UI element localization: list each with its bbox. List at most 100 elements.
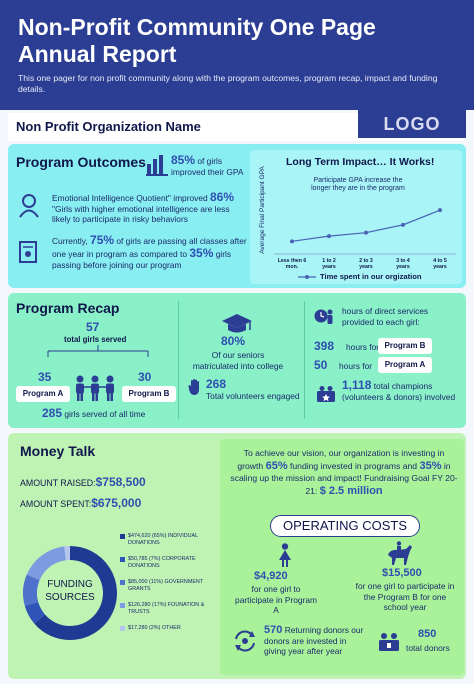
amount-spent-value: $675,000 xyxy=(91,496,142,510)
vision-line-3: scaling up the mission and impact! Fundr… xyxy=(230,473,458,483)
volunteers-value: 268 xyxy=(206,377,227,391)
total-donors-text: total donors xyxy=(406,643,450,653)
returning-donors-value: 570 xyxy=(264,624,283,636)
legend-swatch xyxy=(120,603,125,608)
gpa-stat-value: 85% xyxy=(171,153,196,167)
champions-value: 1,118 xyxy=(342,378,372,392)
legend-swatch xyxy=(298,275,316,279)
donut-slice xyxy=(23,574,40,606)
gpa-point xyxy=(290,239,294,244)
x-tick-label: 1 to 2 years xyxy=(322,258,336,270)
x-tick-label: 2 to 3 years xyxy=(359,258,373,270)
money-title: Money Talk xyxy=(20,443,96,459)
funding-donut-chart xyxy=(23,546,117,640)
program-a-value: 35 xyxy=(38,370,52,384)
chart-legend: Time spent in our orgization xyxy=(320,272,422,281)
college-text: Of our seniors matriculated into college xyxy=(192,350,284,371)
gpa-point xyxy=(364,230,368,235)
hours-a-label: hours for xyxy=(339,361,373,371)
logo-placeholder: LOGO xyxy=(358,110,466,138)
vision-box: To achieve our vision, our organization … xyxy=(220,439,464,675)
all-time-label: girls served of all time xyxy=(64,409,146,419)
college-value: 80% xyxy=(221,334,246,348)
cost-program-b-text: for one girl to participate in the Progr… xyxy=(355,581,455,612)
gpa-line-chart: Average Final Participant GPA Less then … xyxy=(259,166,456,270)
vision-programs-text: funding invested in programs and xyxy=(290,460,418,471)
total-donors-value: 850 xyxy=(418,628,437,640)
legend-item: $85,000 (11%) GOVERNMENT GRANTS xyxy=(120,579,218,593)
cost-program-a-text: for one girl to participate in Program A xyxy=(235,584,317,615)
legend-swatch xyxy=(120,557,125,562)
girl-icon xyxy=(19,194,39,218)
vision-in: in xyxy=(443,460,451,471)
org-bar: Non Profit Organization Name LOGO xyxy=(8,110,466,141)
legend-swatch xyxy=(120,580,125,585)
returning-donors-text: Returning donors our donors are invested… xyxy=(264,625,364,656)
vision-goal-value: $ 2.5 million xyxy=(319,484,383,497)
cost-program-b-value: $15,500 xyxy=(382,567,422,579)
money-talk-panel: Money Talk AMOUNT RAISED:$758,500 AMOUNT… xyxy=(8,433,466,679)
amount-raised-label: AMOUNT RAISED: xyxy=(20,478,96,488)
hours-a-program: Program A xyxy=(378,357,432,373)
volunteers-label: Total volunteers engaged xyxy=(206,390,300,401)
vision-programs-percent: 65% xyxy=(265,459,288,472)
page-title: Non-Profit Community One Page Annual Rep… xyxy=(18,14,376,67)
group-people-icon xyxy=(76,375,114,401)
donors-box-icon xyxy=(379,633,399,651)
champions-text: total champions (volunteers & donors) in… xyxy=(342,381,456,402)
total-girls-value: 57 xyxy=(86,320,100,334)
tree-connector xyxy=(47,345,149,357)
page-subtitle: This one pager for non profit community … xyxy=(18,73,438,94)
graduation-cap-icon xyxy=(222,314,252,333)
header-banner: Non-Profit Community One Page Annual Rep… xyxy=(0,0,474,110)
pass-stat-lead: Currently, xyxy=(52,236,88,246)
hours-b-program: Program B xyxy=(378,338,432,354)
bar-chart-icon xyxy=(146,155,168,176)
vision-line-1: To achieve our vision, our organization … xyxy=(243,448,445,458)
pass-stat-text: girls passing before joining our program xyxy=(52,248,232,271)
horse-rider-icon xyxy=(388,541,412,565)
gpa-stat-text: of girls improved their GPA xyxy=(171,156,244,177)
outcomes-title: Program Outcomes xyxy=(16,154,146,170)
raised-hand-icon xyxy=(188,379,199,395)
legend-label: $85,000 (11%) GOVERNMENT GRANTS xyxy=(128,579,203,592)
total-girls-label: total girls served xyxy=(64,335,127,344)
legend-item: $474,620 (65%) INDIVIDUAL DONATIONS xyxy=(120,533,218,547)
gpa-series-line xyxy=(291,209,441,242)
donut-slice xyxy=(26,546,67,581)
donut-slice xyxy=(24,601,46,624)
donut-label-2: SOURCES xyxy=(45,592,95,603)
certificate-icon xyxy=(19,241,37,263)
legend-item: $50,785 (7%) CORPORATE DONATIONS xyxy=(120,556,218,570)
hours-b-label: hours for xyxy=(346,342,380,352)
eq-stat-text: "Girls with higher emotional intelligenc… xyxy=(52,203,230,225)
amount-raised-value: $758,500 xyxy=(95,475,146,489)
pass-stat-mid: of girls are passing all classes after o… xyxy=(52,236,247,259)
x-tick-label: 4 to 5 years xyxy=(433,258,447,270)
legend-label: $50,785 (7%) CORPORATE DONATIONS xyxy=(128,556,196,569)
gpa-point xyxy=(438,208,442,213)
legend-label: $126,280 (17%) FOUNATION & TRUSTS xyxy=(128,602,205,615)
operating-costs-title: OPERATING COSTS xyxy=(270,515,420,537)
program-b-box: Program B xyxy=(122,386,176,402)
program-b-value: 30 xyxy=(138,370,152,384)
legend-item: $126,280 (17%) FOUNATION & TRUSTS xyxy=(120,602,218,616)
recap-divider-1 xyxy=(178,301,179,419)
returning-donor-icon xyxy=(235,630,255,652)
legend-swatch xyxy=(120,626,125,631)
eq-stat-lead: Emotional Intelligence Quotient" improve… xyxy=(52,193,208,203)
pass-stat-value: 75% xyxy=(90,233,115,247)
clock-person-icon xyxy=(314,309,333,324)
cost-program-a-value: $4,920 xyxy=(254,570,288,582)
x-tick-label: 3 to 4 years xyxy=(396,258,410,270)
recap-divider-2 xyxy=(304,301,305,419)
chart-annotation: Participate GPA increase the longer they… xyxy=(311,177,405,193)
recap-title: Program Recap xyxy=(16,300,120,316)
amount-spent-label: AMOUNT SPENT: xyxy=(20,499,92,509)
legend-label: $474,620 (65%) INDIVIDUAL DONATIONS xyxy=(128,533,198,546)
legend-item: $17,280 (2%) OTHER xyxy=(120,625,218,632)
impact-chart-box: Long Term Impact… It Works! Participate … xyxy=(250,150,462,284)
gpa-point xyxy=(327,234,331,239)
hours-b-value: 398 xyxy=(314,339,335,353)
legend-label: $17,280 (2%) OTHER xyxy=(128,625,181,631)
